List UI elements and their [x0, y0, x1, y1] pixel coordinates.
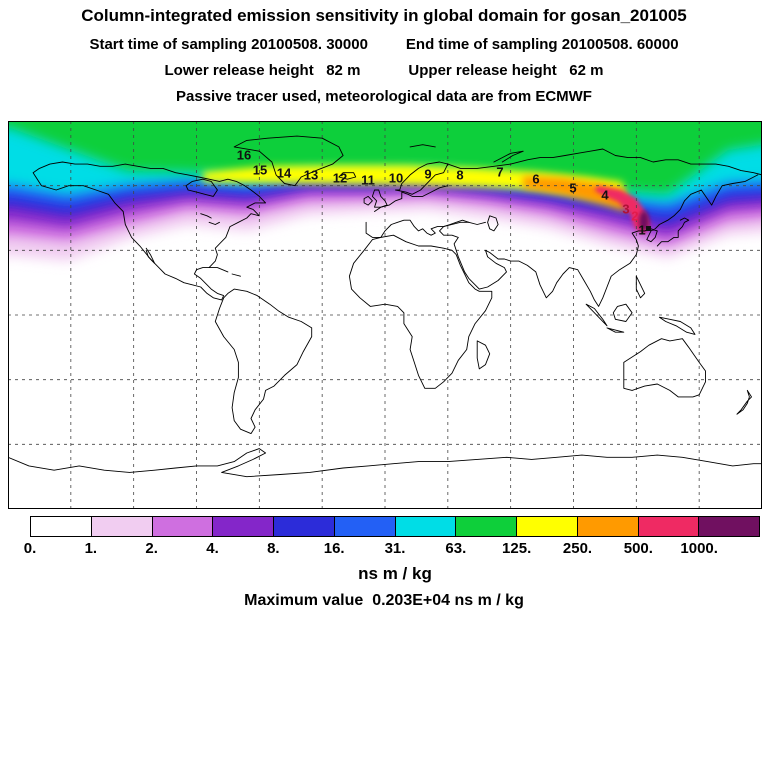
colorbar-tick-label: 2.	[145, 540, 158, 557]
trajectory-day-label: 11	[361, 172, 375, 188]
trajectory-day-label: 12	[332, 170, 348, 186]
trajectory-day-label: 1	[638, 222, 646, 238]
colorbar-segment	[699, 517, 759, 536]
colorbar	[30, 516, 760, 537]
trajectory-day-label: 15	[252, 162, 268, 178]
colorbar-tick-label: 16.	[323, 540, 345, 557]
colorbar-segment	[577, 517, 639, 536]
colorbar-segment	[395, 517, 457, 536]
tracer-note-label: Passive tracer used, meteorological data…	[176, 88, 592, 105]
colorbar-tick-label: 500.	[623, 540, 653, 557]
trajectory-day-label: 8	[456, 167, 464, 183]
title-text: Column-integrated emission sensitivity i…	[81, 6, 687, 25]
trajectory-day-label: 2	[631, 208, 639, 224]
colorbar-tick-label: 1000.	[680, 540, 718, 557]
trajectory-day-label: 10	[388, 170, 404, 186]
trajectory-day-label: 16	[236, 147, 252, 163]
colorbar-tick-label: 4.	[206, 540, 219, 557]
start-time-label: Start time of sampling 20100508. 30000	[89, 36, 368, 53]
trajectory-day-label: 4	[601, 187, 609, 203]
map-panel: 16 15 14 13 12 11 10 9 8 7 6 5 4 3 2 1	[8, 121, 762, 509]
trajectory-day-label: 14	[276, 165, 292, 181]
colorbar-segment	[334, 517, 396, 536]
trajectory-day-label: 13	[303, 167, 319, 183]
colorbar-tick-label: 8.	[267, 540, 280, 557]
page-title: Column-integrated emission sensitivity i…	[0, 6, 768, 26]
colorbar-segment	[213, 517, 274, 536]
map-overlay: 16 15 14 13 12 11 10 9 8 7 6 5 4 3 2 1	[8, 121, 762, 509]
trajectory-day-label: 5	[569, 180, 577, 196]
tracer-note-line: Passive tracer used, meteorological data…	[0, 88, 768, 105]
lower-release-label: Lower release height 82 m	[164, 62, 361, 79]
colorbar-segment	[31, 517, 92, 536]
world-map	[8, 121, 762, 509]
sampling-times-line: Start time of sampling 20100508. 30000 E…	[0, 36, 768, 53]
colorbar-tick-label: 31.	[384, 540, 406, 557]
colorbar-segment	[152, 517, 214, 536]
trajectory-day-label: 3	[622, 201, 630, 217]
colorbar-tick-label: 63.	[445, 540, 467, 557]
release-heights-line: Lower release height 82 m Upper release …	[0, 62, 768, 79]
colorbar-tick-label: 250.	[562, 540, 593, 557]
colorbar-segment	[638, 517, 700, 536]
map-border	[8, 121, 762, 509]
upper-release-label: Upper release height 62 m	[408, 62, 604, 79]
colorbar-segment	[274, 517, 335, 536]
colorbar-labels: 0. 1. 2. 4. 8. 16. 31. 63. 125. 250. 500. 1000.	[24, 540, 760, 558]
trajectory-day-label: 6	[532, 171, 540, 187]
trajectory-day-label: 9	[424, 166, 432, 182]
colorbar-tick-label: 1.	[84, 540, 98, 557]
colorbar-segment	[456, 517, 517, 536]
maximum-value-label: Maximum value 0.203E+04 ns m / kg	[244, 592, 524, 609]
trajectory-day-label: 7	[496, 164, 504, 180]
colorbar-segment	[517, 517, 578, 536]
coastlines	[8, 135, 762, 478]
end-time-label: End time of sampling 20100508. 60000	[405, 36, 679, 53]
units-label: ns m / kg	[358, 564, 432, 583]
colorbar-tick-label: 125.	[502, 540, 532, 557]
colorbar-segment	[91, 517, 153, 536]
colorbar-tick-label: 0.	[23, 540, 37, 557]
receptor-marker	[646, 226, 651, 231]
